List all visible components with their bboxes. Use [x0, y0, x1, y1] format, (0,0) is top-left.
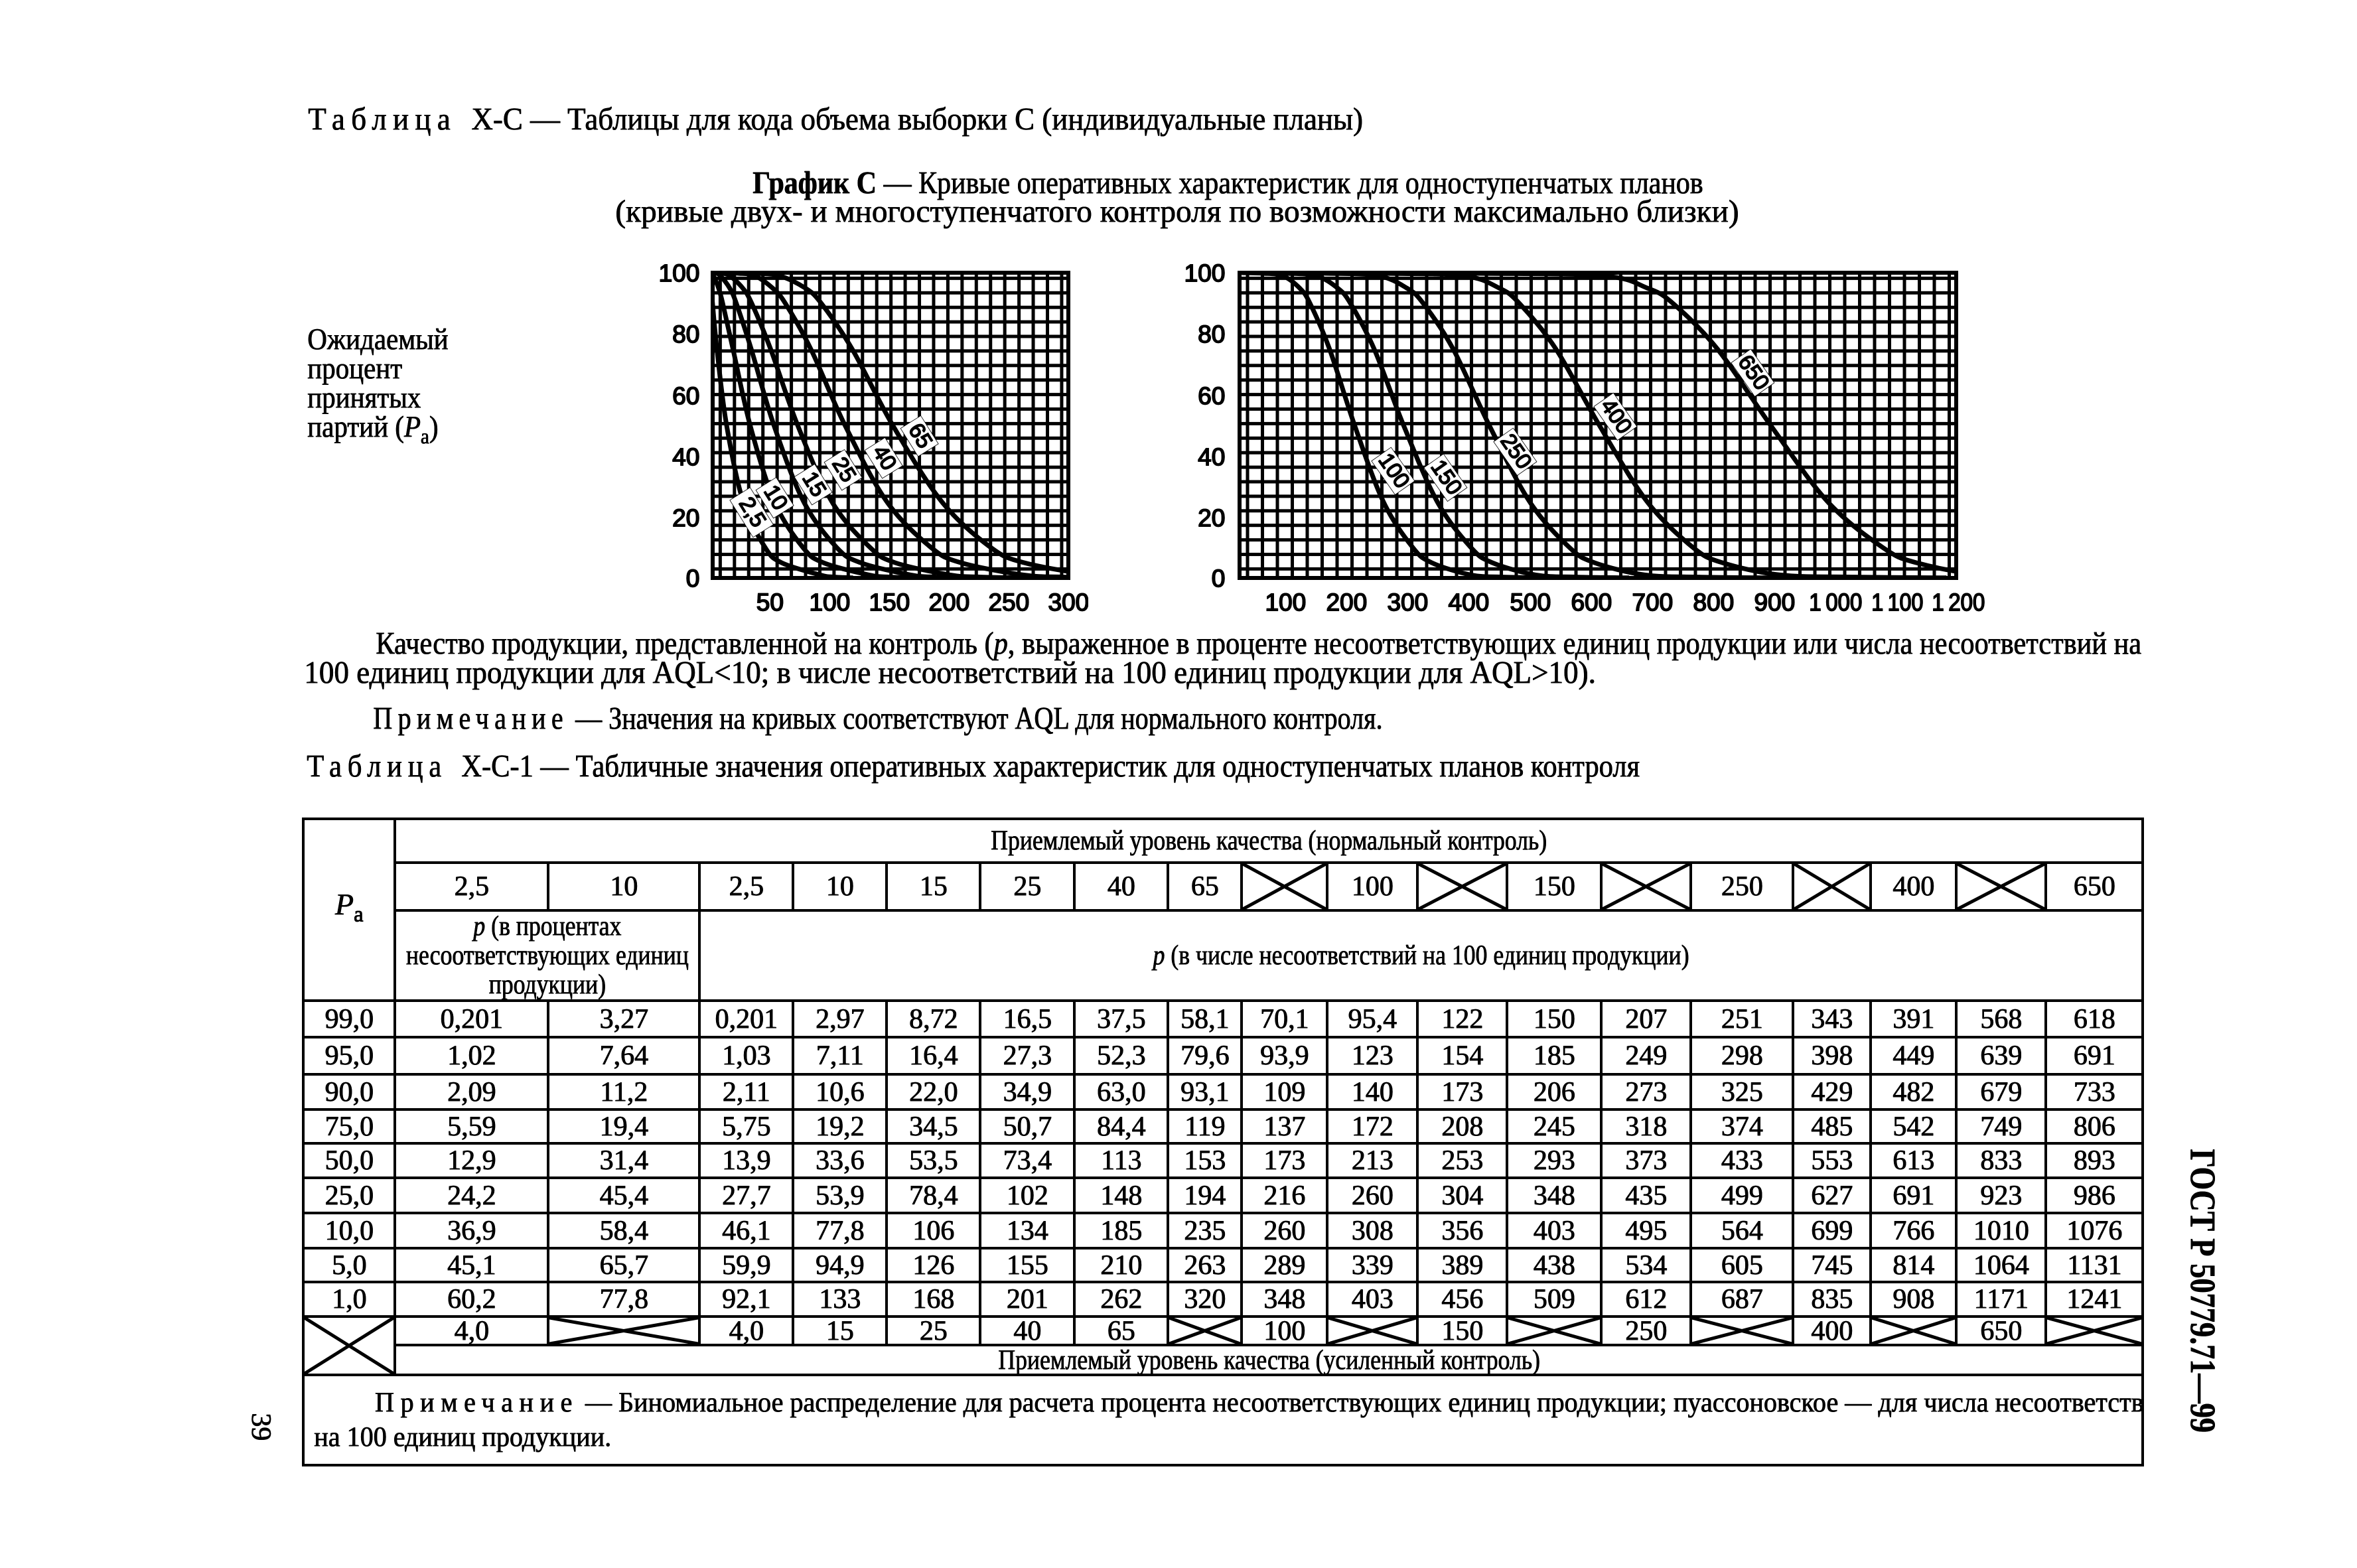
svg-text:300: 300: [1387, 589, 1428, 616]
svg-text:400: 400: [1448, 589, 1489, 616]
svg-text:1 100: 1 100: [1871, 589, 1923, 616]
svg-text:20: 20: [1198, 504, 1225, 532]
svg-text:1 000: 1 000: [1809, 589, 1862, 616]
svg-text:250: 250: [988, 589, 1029, 616]
svg-text:700: 700: [1632, 589, 1673, 616]
svg-text:200: 200: [928, 589, 969, 616]
svg-text:100: 100: [658, 262, 699, 287]
svg-text:50: 50: [756, 589, 783, 616]
svg-text:900: 900: [1754, 589, 1795, 616]
svg-text:1 200: 1 200: [1932, 589, 1985, 616]
svg-text:800: 800: [1693, 589, 1734, 616]
svg-text:60: 60: [672, 382, 699, 409]
svg-text:500: 500: [1510, 589, 1551, 616]
svg-text:0: 0: [1211, 565, 1225, 592]
svg-text:100: 100: [1265, 589, 1306, 616]
svg-text:200: 200: [1326, 589, 1367, 616]
svg-text:150: 150: [869, 589, 910, 616]
svg-text:60: 60: [1198, 382, 1225, 409]
svg-text:100: 100: [809, 589, 850, 616]
svg-text:80: 80: [672, 321, 699, 348]
svg-text:0: 0: [685, 565, 699, 592]
svg-text:600: 600: [1571, 589, 1612, 616]
svg-text:40: 40: [1198, 443, 1225, 470]
svg-text:80: 80: [1198, 321, 1225, 348]
svg-text:100: 100: [1184, 262, 1225, 287]
svg-text:40: 40: [672, 443, 699, 470]
svg-text:300: 300: [1048, 589, 1088, 616]
svg-text:20: 20: [672, 504, 699, 532]
